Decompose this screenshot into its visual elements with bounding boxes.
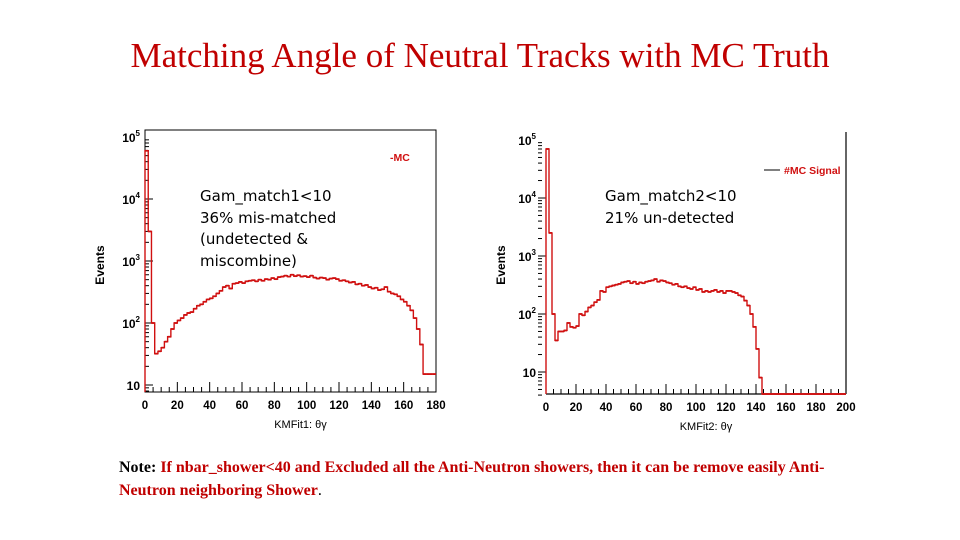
y-axis-label: Events — [93, 245, 107, 285]
x-tick-label: 160 — [394, 400, 413, 412]
annotation-line: Gam_match1<10 — [200, 187, 332, 205]
x-tick-label: 60 — [236, 400, 249, 412]
y-tick-label: 105 — [122, 129, 140, 145]
x-axis-label: KMFit2: θγ — [680, 421, 733, 433]
x-tick-label: 40 — [203, 400, 216, 412]
y-tick-base: 10 — [518, 308, 532, 322]
y-tick-exponent: 4 — [532, 190, 537, 199]
histogram-outline — [545, 148, 846, 395]
x-tick-label: 20 — [171, 400, 184, 412]
x-tick-label: 100 — [297, 400, 316, 412]
x-tick-label: 60 — [630, 402, 643, 414]
y-tick-exponent: 4 — [136, 191, 141, 200]
y-tick-label: 105 — [518, 132, 536, 148]
note-text: Note: If nbar_shower<40 and Excluded all… — [119, 456, 879, 502]
x-tick-label: 120 — [329, 400, 348, 412]
x-tick-label: 100 — [686, 402, 705, 414]
y-tick-label: 10 — [127, 379, 141, 393]
y-tick-label: 102 — [518, 306, 536, 322]
y-tick-label: 102 — [122, 315, 140, 331]
x-tick-label: 200 — [836, 402, 855, 414]
annotation-line: 21% un-detected — [605, 208, 735, 227]
annotation-line: (undetected & — [200, 230, 309, 248]
y-tick-base: 10 — [122, 317, 136, 331]
y-tick-base: 10 — [122, 193, 136, 207]
y-tick-label: 104 — [518, 190, 536, 206]
y-tick-exponent: 2 — [532, 306, 537, 315]
y-tick-exponent: 3 — [532, 248, 537, 257]
y-tick-exponent: 3 — [136, 253, 141, 262]
y-tick-label: 104 — [122, 191, 140, 207]
y-tick-label: 10 — [523, 366, 537, 380]
y-tick-base: 10 — [518, 134, 532, 148]
x-tick-label: 0 — [543, 402, 549, 414]
y-tick-base: 10 — [523, 366, 537, 380]
chart1-annotation: Gam_match1<10 36% mis-matched (undetecte… — [200, 186, 336, 272]
x-tick-label: 160 — [776, 402, 795, 414]
x-tick-label: 140 — [746, 402, 765, 414]
x-tick-label: 80 — [660, 402, 673, 414]
x-tick-label: 180 — [806, 402, 825, 414]
legend-label: #MC Signal — [784, 165, 841, 177]
y-tick-label: 103 — [518, 248, 536, 264]
slide-title: Matching Angle of Neutral Tracks with MC… — [130, 36, 830, 75]
x-tick-label: 140 — [362, 400, 381, 412]
y-tick-exponent: 5 — [136, 129, 141, 138]
y-tick-exponent: 5 — [532, 132, 537, 141]
histogram-outline — [144, 150, 436, 392]
x-axis-label: KMFit1: θγ — [274, 419, 327, 431]
y-tick-base: 10 — [122, 131, 136, 145]
x-tick-label: 120 — [716, 402, 735, 414]
x-tick-label: 20 — [570, 402, 583, 414]
note-body: If nbar_shower<40 and Excluded all the A… — [119, 459, 825, 499]
x-tick-label: 40 — [600, 402, 613, 414]
annotation-line: miscombine) — [200, 251, 297, 270]
x-tick-label: 180 — [426, 400, 445, 412]
y-tick-base: 10 — [122, 255, 136, 269]
note-period: . — [317, 482, 322, 499]
legend-label: -MC — [390, 152, 410, 164]
chart2-annotation: Gam_match2<10 21% un-detected — [605, 186, 737, 229]
y-tick-base: 10 — [518, 192, 532, 206]
x-tick-label: 80 — [268, 400, 281, 412]
annotation-line: Gam_match2<10 — [605, 187, 737, 205]
annotation-line: 36% mis-matched — [200, 208, 337, 227]
x-tick-label: 0 — [142, 400, 148, 412]
note-label: Note: — [119, 459, 157, 476]
y-tick-base: 10 — [127, 379, 141, 393]
y-tick-exponent: 2 — [136, 315, 141, 324]
y-tick-base: 10 — [518, 250, 532, 264]
y-tick-label: 103 — [122, 253, 140, 269]
y-axis-label: Events — [494, 245, 508, 285]
